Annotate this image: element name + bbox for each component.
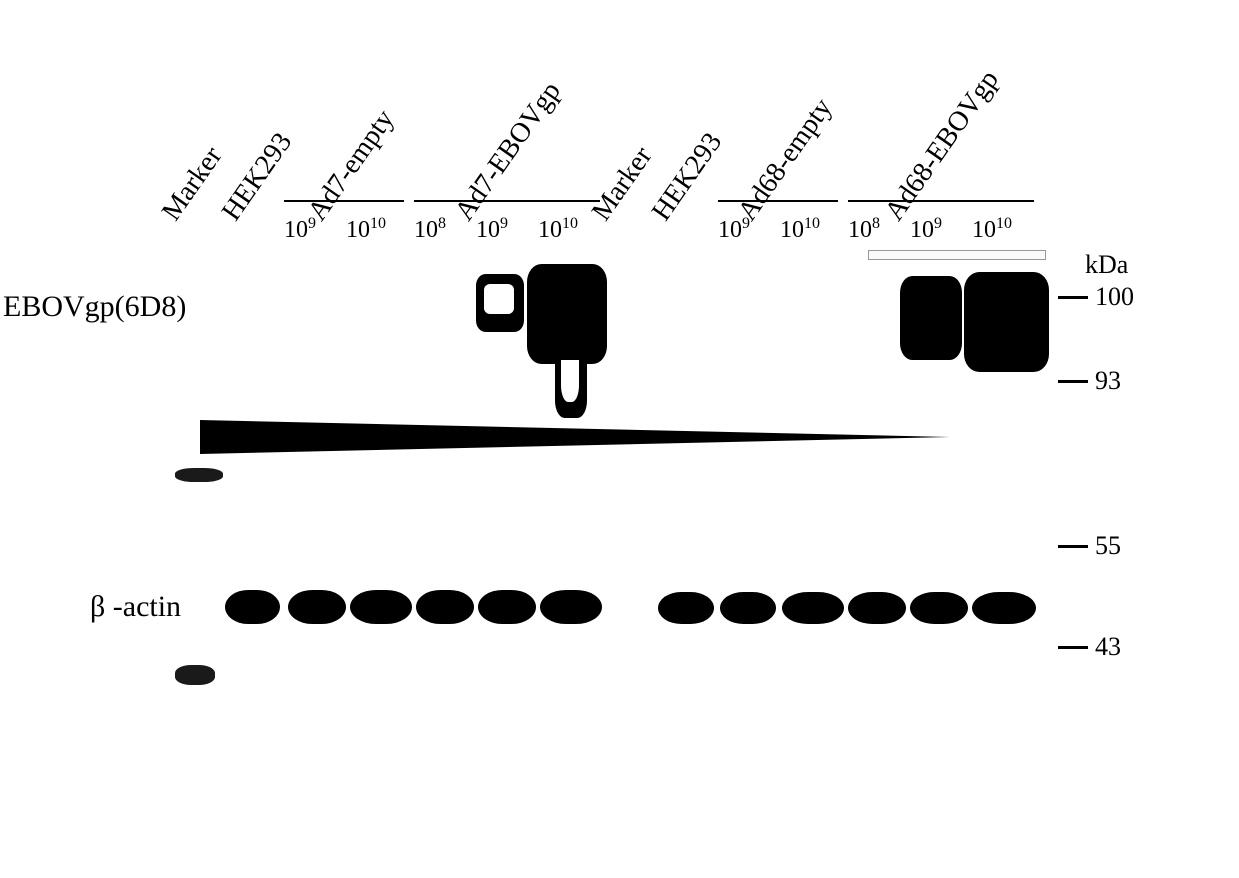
lane-label-ad68-ebovgp: Ad68-EBOVgp — [879, 65, 1006, 227]
dose-1e10-r1: 1010 — [780, 215, 820, 244]
mw-label-55: 55 — [1095, 531, 1121, 561]
row-label-beta-actin: β -actin — [90, 590, 181, 624]
lane-label-ad68-empty: Ad68-empty — [732, 93, 839, 227]
actin-band-9 — [782, 592, 844, 624]
mw-tick-100 — [1058, 296, 1088, 299]
ebov-band-ad7-1e9-hollow — [476, 274, 524, 332]
marker-band-lower — [175, 665, 215, 685]
mw-tick-43 — [1058, 646, 1088, 649]
dose-1e9-r2: 109 — [910, 215, 942, 244]
dose-1e10-l2: 1010 — [538, 215, 578, 244]
film-edge-artifact — [868, 250, 1046, 260]
film-gradient-wedge — [200, 420, 950, 454]
lane-label-marker-2: Marker — [586, 141, 659, 227]
lane-label-ad7-ebovgp: Ad7-EBOVgp — [449, 76, 568, 227]
dose-1e9-l1: 109 — [284, 215, 316, 244]
mw-tick-55 — [1058, 545, 1088, 548]
actin-band-7 — [658, 592, 714, 624]
ebov-band-ad7-1e10 — [527, 264, 607, 364]
marker-band-upper — [175, 468, 223, 482]
lane-label-hek293-1: HEK293 — [216, 127, 299, 227]
actin-band-12 — [972, 592, 1036, 624]
mw-tick-93 — [1058, 380, 1088, 383]
dose-1e10-r2: 1010 — [972, 215, 1012, 244]
actin-band-5 — [478, 590, 536, 624]
actin-band-11 — [910, 592, 968, 624]
dose-1e9-r1: 109 — [718, 215, 750, 244]
ebov-band-ad68-1e10 — [964, 272, 1049, 372]
lane-label-ad7-empty: Ad7-empty — [302, 104, 401, 227]
overline-ad7-ebov — [414, 200, 600, 202]
mw-label-43: 43 — [1095, 632, 1121, 662]
actin-band-10 — [848, 592, 906, 624]
dose-1e8-r2: 108 — [848, 215, 880, 244]
western-blot-figure: Marker HEK293 Ad7-empty Ad7-EBOVgp Marke… — [0, 0, 1239, 878]
dose-1e9-l2: 109 — [476, 215, 508, 244]
actin-band-2 — [288, 590, 346, 624]
ebov-band-ad68-1e9 — [900, 276, 962, 360]
mw-label-93: 93 — [1095, 366, 1121, 396]
overline-ad68-empty — [718, 200, 838, 202]
dose-1e8-l2: 108 — [414, 215, 446, 244]
lane-label-marker-1: Marker — [156, 141, 229, 227]
mw-unit-label: kDa — [1085, 250, 1128, 280]
actin-band-6 — [540, 590, 602, 624]
actin-band-4 — [416, 590, 474, 624]
row-label-ebovgp: EBOVgp(6D8) — [3, 290, 186, 324]
overline-ad7-empty — [284, 200, 404, 202]
ebov-band-ad7-1e10-tail — [555, 360, 587, 418]
overline-ad68-ebov — [848, 200, 1034, 202]
actin-band-1 — [225, 590, 280, 624]
actin-band-8 — [720, 592, 776, 624]
lane-label-hek293-2: HEK293 — [646, 127, 729, 227]
actin-band-3 — [350, 590, 412, 624]
dose-1e10-l1: 1010 — [346, 215, 386, 244]
mw-label-100: 100 — [1095, 282, 1134, 312]
